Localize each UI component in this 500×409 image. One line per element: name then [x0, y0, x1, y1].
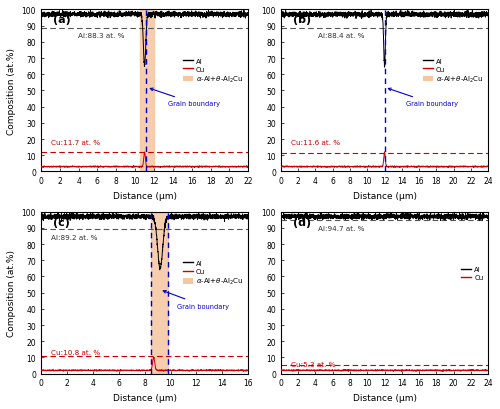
Text: Grain boundary: Grain boundary: [164, 291, 229, 309]
X-axis label: Distance (μm): Distance (μm): [352, 191, 416, 200]
X-axis label: Distance (μm): Distance (μm): [112, 393, 176, 402]
Legend: Al, Cu: Al, Cu: [460, 265, 485, 282]
Text: Cu:11.6 at. %: Cu:11.6 at. %: [291, 140, 341, 146]
X-axis label: Distance (μm): Distance (μm): [112, 191, 176, 200]
Legend: Al, Cu, $\alpha$-Al+$\theta$-Al$_2$Cu: Al, Cu, $\alpha$-Al+$\theta$-Al$_2$Cu: [422, 57, 485, 86]
X-axis label: Distance (μm): Distance (μm): [352, 393, 416, 402]
Text: (b): (b): [294, 15, 312, 25]
Y-axis label: Composition (at.%): Composition (at.%): [7, 249, 16, 336]
Text: (a): (a): [54, 15, 71, 25]
Text: (c): (c): [54, 217, 70, 227]
Text: Al:89.2 at. %: Al:89.2 at. %: [51, 235, 98, 241]
Text: (d): (d): [294, 217, 312, 227]
Text: Cu:11.7 at. %: Cu:11.7 at. %: [51, 140, 100, 146]
Bar: [140, 10, 154, 172]
Text: Al:88.3 at. %: Al:88.3 at. %: [78, 33, 124, 39]
Text: Grain boundary: Grain boundary: [150, 89, 220, 107]
Text: Al:94.7 at. %: Al:94.7 at. %: [318, 225, 364, 231]
Text: Cu:10.8 at. %: Cu:10.8 at. %: [51, 349, 100, 355]
Text: Grain boundary: Grain boundary: [388, 89, 458, 107]
Text: Al:88.4 at. %: Al:88.4 at. %: [318, 33, 364, 39]
Legend: Al, Cu, $\alpha$-Al+$\theta$-Al$_2$Cu: Al, Cu, $\alpha$-Al+$\theta$-Al$_2$Cu: [182, 57, 245, 86]
Y-axis label: Composition (at.%): Composition (at.%): [7, 48, 16, 135]
Bar: [151, 212, 168, 374]
Legend: Al, Cu, $\alpha$-Al+$\theta$-Al$_2$Cu: Al, Cu, $\alpha$-Al+$\theta$-Al$_2$Cu: [182, 259, 245, 288]
Text: Cu:5.3 at. %: Cu:5.3 at. %: [291, 361, 336, 367]
